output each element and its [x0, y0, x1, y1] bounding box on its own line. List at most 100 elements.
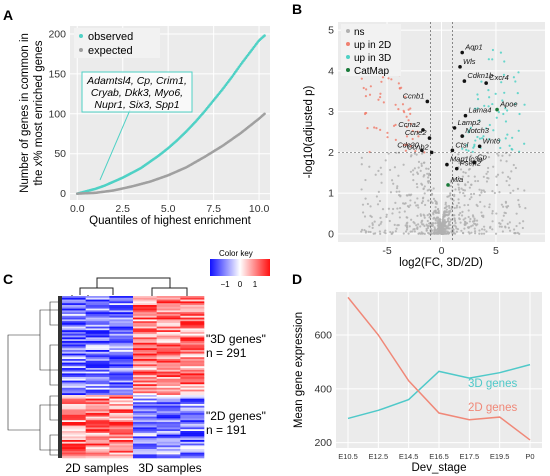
- volcano-point: [428, 188, 431, 191]
- volcano-point: [498, 191, 501, 194]
- volcano-point: [457, 186, 460, 189]
- color-key-tick-1: 1: [253, 280, 258, 289]
- volcano-point: [444, 221, 447, 224]
- volcano-point: [436, 224, 439, 227]
- heatmap-cell: [180, 346, 205, 349]
- volcano-point: [382, 101, 385, 104]
- heatmap-cell: [109, 362, 134, 365]
- volcano-point: [483, 205, 486, 208]
- volcano-point: [486, 151, 490, 154]
- volcano-point: [409, 199, 412, 202]
- volcano-point: [405, 222, 408, 225]
- volcano-point: [457, 188, 461, 191]
- heatmap-cell: [62, 321, 86, 324]
- heatmap-cell: [133, 395, 157, 398]
- heatmap-cell: [180, 344, 205, 347]
- heatmap-cell: [62, 413, 86, 416]
- volcano-point: [487, 138, 491, 141]
- heatmap-cell: [156, 362, 181, 365]
- heatmap-cell: [180, 330, 205, 333]
- volcano-point: [458, 161, 461, 165]
- heatmap-cell: [85, 323, 110, 326]
- b-xtick-label: 0: [439, 245, 445, 257]
- volcano-point: [443, 230, 446, 233]
- heatmap-cell: [109, 431, 134, 434]
- heatmap-cell: [109, 373, 134, 376]
- heatmap-cell: [109, 423, 134, 426]
- heatmap-cell: [156, 429, 181, 432]
- heatmap-cell: [156, 312, 181, 315]
- volcano-point: [467, 129, 471, 132]
- volcano-point: [491, 220, 494, 223]
- row-dendro-root: [7, 334, 40, 431]
- volcano-point: [442, 220, 445, 224]
- volcano-point: [482, 135, 485, 138]
- volcano-point: [437, 218, 440, 221]
- volcano-point: [473, 230, 477, 233]
- volcano-point: [410, 218, 413, 221]
- heatmap-cell: [62, 447, 86, 450]
- volcano-point: [500, 81, 503, 84]
- heatmap-cell: [156, 432, 181, 435]
- heatmap-cell: [62, 326, 86, 329]
- volcano-point: [407, 205, 410, 209]
- gene-point: [446, 183, 450, 187]
- heatmap-cell: [85, 348, 110, 351]
- heatmap-cell: [62, 382, 86, 385]
- heatmap-cell: [156, 384, 181, 387]
- heatmap-cell: [85, 312, 110, 315]
- annotation-line-2: Cryab, Dkk3, Myo6,: [91, 87, 183, 99]
- volcano-point: [504, 211, 507, 215]
- volcano-point: [475, 224, 478, 227]
- volcano-point: [497, 111, 500, 114]
- heatmap-cell: [133, 450, 157, 453]
- heatmap-cell: [85, 315, 110, 318]
- volcano-point: [462, 171, 465, 174]
- volcano-point: [409, 230, 412, 233]
- volcano-point: [510, 170, 513, 173]
- heatmap-cell: [133, 297, 157, 300]
- volcano-point: [436, 220, 439, 223]
- volcano-point: [427, 167, 430, 170]
- volcano-point: [453, 232, 457, 235]
- heatmap-cell: [109, 449, 134, 452]
- volcano-point: [379, 92, 382, 95]
- volcano-point: [416, 171, 419, 174]
- volcano-point: [398, 211, 401, 214]
- heatmap-cell: [109, 380, 134, 383]
- heatmap-cell: [109, 305, 134, 308]
- volcano-point: [370, 215, 373, 218]
- heatmap-cell: [109, 389, 134, 392]
- heatmap-cell: [85, 328, 110, 331]
- volcano-point: [399, 207, 402, 210]
- heatmap-cell: [109, 434, 134, 437]
- volcano-point: [405, 216, 408, 219]
- gene-point: [458, 65, 462, 69]
- gene-label: Wnt6: [483, 136, 501, 145]
- volcano-point: [517, 71, 520, 74]
- heatmap-cell: [62, 371, 86, 374]
- heatmap-cell: [109, 418, 134, 421]
- volcano-point: [468, 186, 471, 189]
- heatmap-cell: [62, 350, 86, 353]
- volcano-point: [475, 219, 479, 222]
- volcano-point: [406, 224, 409, 227]
- heatmap-cell: [85, 314, 110, 317]
- panel-d-grid: [336, 292, 542, 448]
- volcano-point: [467, 203, 470, 207]
- heatmap-cell: [156, 353, 181, 356]
- heatmap-cell: [133, 342, 157, 345]
- volcano-point: [389, 191, 393, 194]
- volcano-point: [448, 211, 451, 215]
- d-xtick-label: E16.5: [429, 452, 449, 461]
- heatmap-cell: [62, 353, 86, 356]
- heatmap-cell: [156, 409, 181, 412]
- volcano-point: [413, 230, 416, 233]
- b-ytick-label: 4: [328, 65, 334, 77]
- volcano-point: [375, 195, 378, 198]
- volcano-point: [369, 230, 372, 234]
- a-ytick-label: 200: [48, 28, 66, 40]
- volcano-point: [508, 154, 511, 157]
- volcano-point: [363, 112, 367, 116]
- volcano-point: [515, 224, 518, 228]
